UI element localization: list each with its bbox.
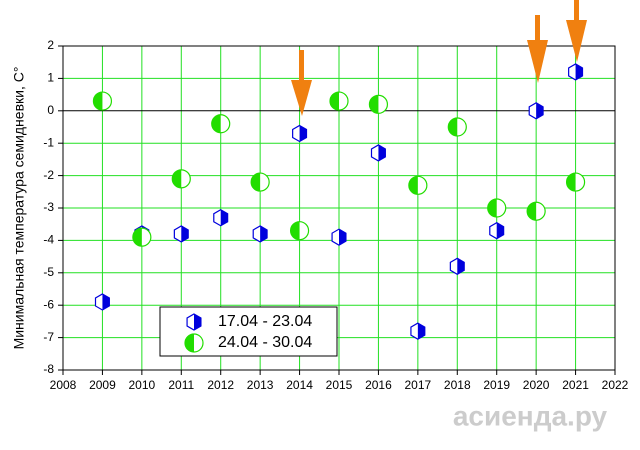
point [186,313,202,331]
marker-fill [260,225,268,242]
marker-fill [487,199,497,217]
point [329,91,349,111]
point [292,124,308,143]
x-tick-label: 2013 [247,378,274,392]
y-tick-label: 2 [47,38,54,52]
x-tick-label: 2012 [207,378,234,392]
x-tick-label: 2018 [444,378,471,392]
arrow [291,80,312,116]
marker-fill [378,144,386,161]
legend: 17.04 - 23.04 24.04 - 30.04 [159,306,338,357]
marker-fill [408,176,418,195]
marker-fill [220,209,228,226]
x-tick-label: 2008 [50,378,77,392]
y-axis-label: Минимальная температура семидневки, С° [11,67,27,350]
y-tick-label: -5 [43,265,54,279]
point [487,198,507,218]
watermark: асиенда.ру [453,400,608,431]
marker-fill [290,221,300,240]
arrow [527,40,548,83]
marker-fill [496,222,504,239]
marker-fill [93,92,103,111]
marker-fill [417,323,425,340]
marker-fill [185,334,194,352]
point [132,227,152,247]
point [250,172,270,192]
point [171,169,191,189]
legend-label: 24.04 - 30.04 [218,334,312,351]
y-tick-label: -4 [43,233,54,247]
point [368,94,389,114]
y-tick-label: -3 [43,200,54,214]
y-tick-label: 0 [47,103,54,117]
legend-label: 17.04 - 23.04 [218,313,312,330]
x-tick-label: 2021 [562,378,589,392]
arrows [291,0,587,116]
grid: 2008 2009 2010 2011 2012 2013 2014 2015 2016 2017… [43,38,628,392]
marker-fill [251,173,261,192]
marker-fill [339,229,346,246]
x-tick-label: 2010 [129,378,156,392]
point [173,225,189,243]
point [528,102,544,120]
x-tick-label: 2014 [286,378,313,392]
marker-fill [536,102,544,119]
point [213,209,229,227]
point [92,91,113,111]
y-tick-label: -2 [43,168,54,182]
point [447,117,467,137]
x-tick-label: 2022 [602,378,629,392]
marker-fill [181,225,189,242]
point [184,333,204,353]
point [408,175,428,195]
point [568,63,584,81]
x-tick-label: 2011 [168,378,194,392]
y-tick-label: -8 [43,362,54,376]
point [370,144,386,162]
point [252,225,268,243]
point [94,293,110,311]
marks [92,63,586,340]
x-tick-label: 2019 [483,378,510,392]
marker-fill [457,258,465,275]
point [331,228,347,246]
marker-fill [369,95,379,114]
marker-fill [566,173,576,192]
marker-fill [194,314,201,330]
arrow [299,50,304,85]
point [410,322,426,340]
x-tick-label: 2017 [405,378,432,392]
y-tick-label: -1 [43,135,54,149]
point [489,221,505,240]
marker-fill [330,92,339,111]
point [211,114,231,134]
point [526,201,546,221]
arrow [566,20,587,62]
y-tick-label: 1 [47,71,54,85]
x-tick-label: 2015 [326,378,353,392]
arrow [574,0,579,25]
marker-fill [575,63,583,80]
x-tick-label: 2020 [523,378,550,392]
x-tick-label: 2016 [365,378,392,392]
marker-fill [102,293,110,310]
x-tick-label: 2009 [89,378,116,392]
point [449,257,465,276]
marker-fill [448,118,458,136]
y-tick-label: -7 [43,330,54,344]
marker-fill [299,125,307,142]
marker-fill [211,114,221,133]
marker-fill [132,228,142,247]
point [289,221,310,241]
y-tick-label: -6 [43,297,54,311]
marker-fill [527,202,537,221]
marker-fill [172,169,182,188]
arrow [535,15,540,50]
plot-frame [62,45,616,371]
point [565,172,586,192]
